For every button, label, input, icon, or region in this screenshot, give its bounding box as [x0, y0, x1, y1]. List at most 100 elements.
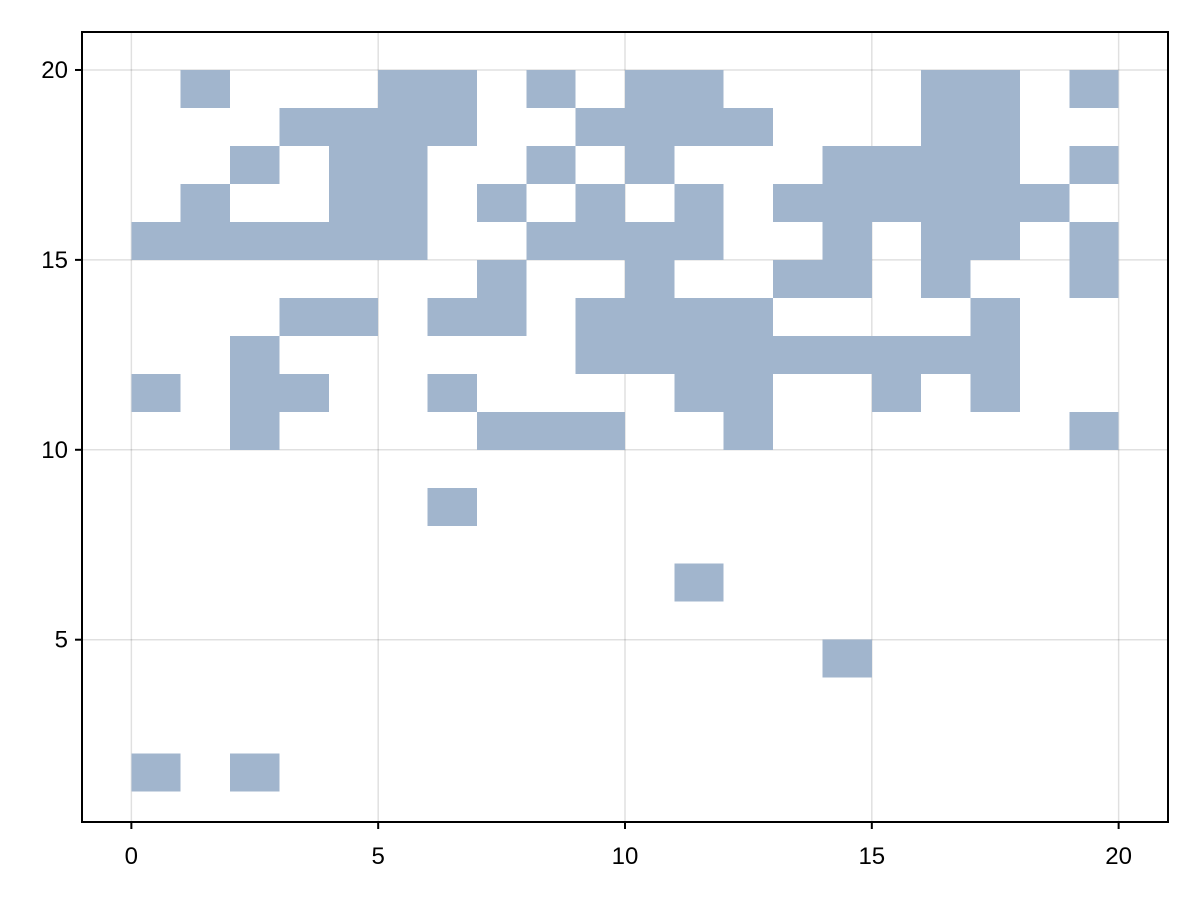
- x-tick-label: 20: [1105, 843, 1132, 870]
- heatmap-cell: [723, 297, 774, 336]
- heatmap-cell: [180, 221, 231, 260]
- heatmap-cell: [1019, 183, 1070, 222]
- heatmap-cell: [871, 373, 922, 412]
- heatmap-cell: [921, 183, 971, 222]
- heatmap-cell: [625, 335, 675, 374]
- heatmap-cell: [970, 297, 1020, 336]
- heatmap-cell: [970, 183, 1020, 222]
- heatmap-cell: [723, 107, 774, 146]
- heatmap-cell: [378, 107, 428, 146]
- heatmap-cell: [476, 297, 527, 336]
- y-tick-label: 10: [41, 437, 68, 464]
- heatmap-cell: [575, 335, 625, 374]
- heatmap-cell: [723, 411, 774, 450]
- heatmap-cell: [723, 373, 774, 412]
- heatmap-cell: [822, 335, 872, 374]
- heatmap-cell: [970, 69, 1020, 108]
- heatmap-cell: [822, 221, 872, 260]
- x-tick-label: 15: [858, 843, 885, 870]
- heatmap-cell: [674, 221, 724, 260]
- heatmap-cell: [970, 145, 1020, 184]
- heatmap-cell: [476, 259, 527, 298]
- heatmap-cell: [921, 335, 971, 374]
- heatmap-cell: [575, 297, 625, 336]
- heatmap-cell: [279, 107, 329, 146]
- tick-labels: 0 5 10 15 20 5 10 15 20: [41, 57, 1132, 870]
- heatmap-cell: [427, 69, 477, 108]
- heatmap-cell: [230, 373, 280, 412]
- heatmap-cell: [427, 297, 477, 336]
- heatmap-cell: [674, 297, 724, 336]
- heatmap-cell: [1069, 69, 1119, 108]
- heatmap-cell: [427, 107, 477, 146]
- x-tick-label: 0: [125, 843, 138, 870]
- heatmap-cell: [131, 753, 181, 792]
- heatmap-cell: [871, 145, 922, 184]
- heatmap-cell: [822, 145, 872, 184]
- heatmap-cell: [180, 183, 231, 222]
- heatmap-cell: [131, 221, 181, 260]
- x-tick-label: 5: [372, 843, 385, 870]
- heatmap-cell: [230, 411, 280, 450]
- heatmap-cell: [674, 183, 724, 222]
- heatmap-cell: [279, 221, 329, 260]
- heatmap-cell: [970, 221, 1020, 260]
- heatmap-cell: [625, 259, 675, 298]
- heatmap-cell: [773, 335, 823, 374]
- heatmap-cell: [921, 145, 971, 184]
- heatmap-cell: [575, 411, 625, 450]
- y-tick-label: 5: [55, 627, 68, 654]
- heatmap-cell: [378, 69, 428, 108]
- heatmap-cell: [723, 335, 774, 374]
- heatmap-cell: [526, 145, 576, 184]
- heatmap-cell: [625, 221, 675, 260]
- heatmap-cell: [674, 69, 724, 108]
- heatmap-cell: [1069, 221, 1119, 260]
- heatmap-cell: [328, 297, 379, 336]
- heatmap-cell: [625, 107, 675, 146]
- heatmap-cell: [822, 259, 872, 298]
- heatmap-cell: [575, 221, 625, 260]
- heatmap-cell: [378, 221, 428, 260]
- heatmap-cells: [131, 69, 1119, 792]
- heatmap-cell: [1069, 259, 1119, 298]
- heatmap-cell: [674, 335, 724, 374]
- heatmap-cell: [328, 145, 379, 184]
- heatmap-cell: [970, 107, 1020, 146]
- heatmap-cell: [378, 145, 428, 184]
- heatmap-cell: [1069, 145, 1119, 184]
- heatmap-cell: [476, 183, 527, 222]
- heatmap-cell: [328, 183, 379, 222]
- heatmap-cell: [526, 221, 576, 260]
- heatmap-cell: [279, 297, 329, 336]
- heatmap-cell: [625, 69, 675, 108]
- heatmap-cell: [378, 183, 428, 222]
- heatmap-cell: [773, 183, 823, 222]
- heatmap-cell: [526, 69, 576, 108]
- heatmap-cell: [921, 221, 971, 260]
- heatmap-cell: [131, 373, 181, 412]
- heatmap-cell: [921, 259, 971, 298]
- heatmap-cell: [674, 373, 724, 412]
- heatmap-cell: [328, 221, 379, 260]
- heatmap-cell: [921, 107, 971, 146]
- heatmap-cell: [230, 145, 280, 184]
- heatmap-cell: [822, 639, 872, 678]
- heatmap-cell: [575, 107, 625, 146]
- y-tick-label: 15: [41, 247, 68, 274]
- heatmap-cell: [230, 335, 280, 374]
- heatmap-cell: [970, 335, 1020, 374]
- heatmap-cell: [230, 221, 280, 260]
- heatmap-cell: [279, 373, 329, 412]
- heatmap-cell: [427, 373, 477, 412]
- heatmap-cell: [625, 297, 675, 336]
- heatmap-cell: [476, 411, 527, 450]
- heatmap-cell: [921, 69, 971, 108]
- heatmap-cell: [1069, 411, 1119, 450]
- heatmap-cell: [575, 183, 625, 222]
- heatmap-cell: [822, 183, 872, 222]
- heatmap-cell: [674, 107, 724, 146]
- heatmap-cell: [230, 753, 280, 792]
- axis-ticks: [75, 68, 1120, 829]
